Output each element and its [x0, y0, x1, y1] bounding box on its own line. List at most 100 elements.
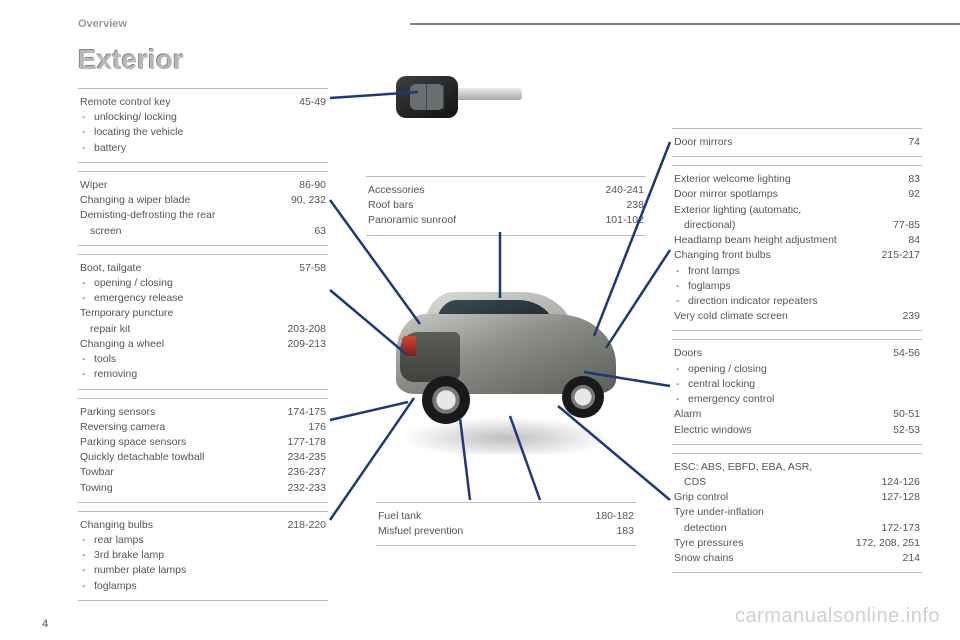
label: Parking space sensors — [80, 435, 279, 450]
pages: 63 — [306, 224, 326, 239]
sub-item: opening / closing — [80, 276, 326, 291]
pages: 45-49 — [291, 95, 326, 110]
section-header: Overview — [78, 18, 127, 30]
car-image — [356, 254, 656, 454]
label: Parking sensors — [80, 405, 279, 420]
pages: 238 — [618, 198, 644, 213]
sub-item: emergency control — [674, 392, 920, 407]
sub-item: battery — [80, 141, 326, 156]
pages: 172, 208, 251 — [848, 536, 920, 551]
sub-item: 3rd brake lamp — [80, 548, 326, 563]
label: Changing a wiper blade — [80, 193, 283, 208]
sub-item: removing — [80, 367, 326, 382]
label: Doors — [674, 346, 885, 361]
label: Boot, tailgate — [80, 261, 291, 276]
left-column: Remote control key45-49 unlocking/ locki… — [78, 88, 328, 609]
sub-item: number plate lamps — [80, 563, 326, 578]
label: Exterior lighting (automatic, — [674, 203, 920, 218]
label: CDS — [674, 475, 873, 490]
pages: 236-237 — [279, 465, 326, 480]
pages: 124-126 — [873, 475, 920, 490]
mid-column: Accessories240-241 Roof bars238 Panorami… — [366, 176, 646, 244]
pages: 50-51 — [885, 407, 920, 422]
label: Misfuel prevention — [378, 524, 608, 539]
pages: 183 — [608, 524, 634, 539]
sub-item: opening / closing — [674, 362, 920, 377]
page-title: Exterior — [78, 44, 184, 76]
pages: 239 — [894, 309, 920, 324]
mid-column-lower: Fuel tank180-182 Misfuel prevention183 — [376, 502, 636, 554]
label: Fuel tank — [378, 509, 587, 524]
pages: 215-217 — [873, 248, 920, 263]
pages: 172-173 — [873, 521, 920, 536]
pages: 177-178 — [279, 435, 326, 450]
pages: 54-56 — [885, 346, 920, 361]
label: Grip control — [674, 490, 873, 505]
label: Alarm — [674, 407, 885, 422]
label: Reversing camera — [80, 420, 300, 435]
pages: 232-233 — [279, 481, 326, 496]
sub-item: foglamps — [80, 579, 326, 594]
label: Accessories — [368, 183, 597, 198]
label: Headlamp beam height adjustment — [674, 233, 900, 248]
label: Quickly detachable towball — [80, 450, 279, 465]
label: Towing — [80, 481, 279, 496]
label: Very cold climate screen — [674, 309, 894, 324]
label: Changing bulbs — [80, 518, 279, 533]
label: Roof bars — [368, 198, 618, 213]
label: Wiper — [80, 178, 291, 193]
pages: 52-53 — [885, 423, 920, 438]
sub-item: unlocking/ locking — [80, 110, 326, 125]
sub-item: central locking — [674, 377, 920, 392]
box-bulbs: Changing bulbs218-220 rear lamps 3rd bra… — [78, 511, 328, 601]
box-boot: Boot, tailgate57-58 opening / closing em… — [78, 254, 328, 390]
label: Snow chains — [674, 551, 894, 566]
pages: 57-58 — [291, 261, 326, 276]
label: screen — [80, 224, 306, 239]
label: Electric windows — [674, 423, 885, 438]
pages: 101-102 — [597, 213, 644, 228]
label: Door mirror spotlamps — [674, 187, 900, 202]
pages: 203-208 — [279, 322, 326, 337]
header-rule — [410, 23, 960, 25]
label: repair kit — [80, 322, 279, 337]
pages: 234-235 — [279, 450, 326, 465]
box-lighting: Exterior welcome lighting83 Door mirror … — [672, 165, 922, 331]
sub-item: tools — [80, 352, 326, 367]
box-wiper: Wiper86-90 Changing a wiper blade90, 232… — [78, 171, 328, 246]
label: detection — [674, 521, 873, 536]
label: ESC: ABS, EBFD, EBA, ASR, — [674, 460, 920, 475]
right-column: Door mirrors74 Exterior welcome lighting… — [672, 128, 922, 581]
label: Changing front bulbs — [674, 248, 873, 263]
label: Panoramic sunroof — [368, 213, 597, 228]
sub-item: emergency release — [80, 291, 326, 306]
pages: 74 — [900, 135, 920, 150]
box-remote-key: Remote control key45-49 unlocking/ locki… — [78, 88, 328, 163]
pages: 77-85 — [885, 218, 920, 233]
label: Temporary puncture — [80, 306, 326, 321]
sub-item: locating the vehicle — [80, 125, 326, 140]
label: Tyre under-inflation — [674, 505, 920, 520]
box-doors: Doors54-56 opening / closing central loc… — [672, 339, 922, 444]
box-parking: Parking sensors174-175 Reversing camera1… — [78, 398, 328, 503]
pages: 92 — [900, 187, 920, 202]
pages: 214 — [894, 551, 920, 566]
pages: 218-220 — [279, 518, 326, 533]
label: Towbar — [80, 465, 279, 480]
page-number: 4 — [42, 618, 48, 630]
box-accessories: Accessories240-241 Roof bars238 Panorami… — [366, 176, 646, 236]
pages: 174-175 — [279, 405, 326, 420]
label: directional) — [674, 218, 885, 233]
box-mirrors: Door mirrors74 — [672, 128, 922, 157]
sub-item: foglamps — [674, 279, 920, 294]
pages: 209-213 — [279, 337, 326, 352]
label: Demisting-defrosting the rear — [80, 208, 326, 223]
pages: 240-241 — [597, 183, 644, 198]
pages: 90, 232 — [283, 193, 326, 208]
pages: 84 — [900, 233, 920, 248]
box-fuel: Fuel tank180-182 Misfuel prevention183 — [376, 502, 636, 546]
watermark: carmanualsonline.info — [735, 605, 940, 628]
label: Remote control key — [80, 95, 291, 110]
sub-item: front lamps — [674, 264, 920, 279]
pages: 86-90 — [291, 178, 326, 193]
